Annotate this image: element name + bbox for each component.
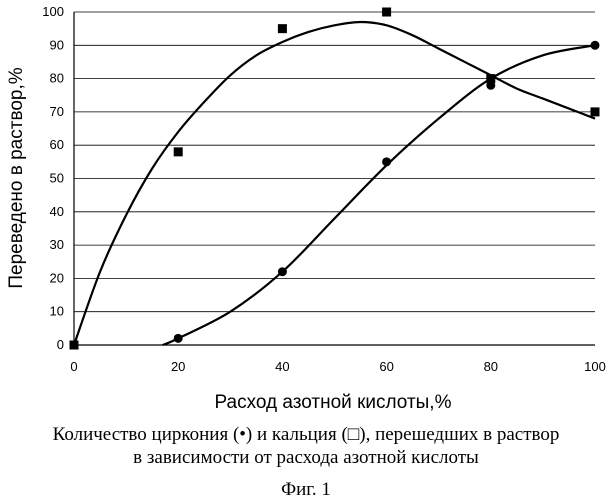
x-tick-label-80: 80	[484, 359, 498, 374]
caption-line-1: Количество циркония (•) и кальция (□), п…	[53, 424, 560, 445]
y-tick-label-30: 30	[50, 237, 64, 252]
x-tick-label-60: 60	[379, 359, 393, 374]
x-tick-label-40: 40	[275, 359, 289, 374]
data-point-square-series-4	[486, 74, 495, 83]
x-axis-title: Расход азотной кислоты,%	[215, 392, 452, 413]
y-tick-label-20: 20	[50, 270, 64, 285]
y-tick-label-50: 50	[50, 171, 64, 186]
data-point-circle-series-2	[278, 267, 287, 276]
x-tick-label-100: 100	[584, 359, 606, 374]
figure-label: Фиг. 1	[281, 479, 331, 500]
data-point-circle-series-3	[382, 157, 391, 166]
data-point-square-series-1	[174, 147, 183, 156]
data-point-square-series-2	[278, 24, 287, 33]
y-tick-label-60: 60	[50, 137, 64, 152]
y-tick-label-100: 100	[42, 4, 64, 19]
data-point-circle-series-5	[591, 41, 600, 50]
y-tick-label-0: 0	[57, 337, 64, 352]
data-point-square-series-5	[591, 107, 600, 116]
data-point-circle-series-1	[174, 334, 183, 343]
y-axis-title: Переведено в раствор,%	[6, 67, 27, 288]
tick-labels: 0 10 20 30 40 50 60 70 80 90 100 0 20 40 60 80 100	[42, 4, 606, 374]
x-tick-label-0: 0	[70, 359, 77, 374]
y-tick-label-40: 40	[50, 204, 64, 219]
data-point-square-series-0	[70, 341, 79, 350]
fit-curve-square-series	[74, 22, 595, 345]
y-tick-label-80: 80	[50, 71, 64, 86]
caption-line-2: в зависимости от расхода азотной кислоты	[133, 447, 479, 468]
y-tick-label-10: 10	[50, 304, 64, 319]
fit-curves	[74, 22, 595, 345]
fit-curve-circle-series	[163, 45, 595, 345]
y-tick-label-90: 90	[50, 37, 64, 52]
data-point-square-series-3	[382, 8, 391, 17]
y-tick-label-70: 70	[50, 104, 64, 119]
x-tick-label-20: 20	[171, 359, 185, 374]
grid-lines	[74, 12, 595, 312]
